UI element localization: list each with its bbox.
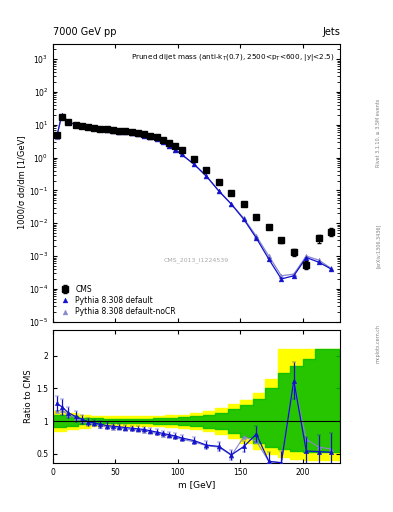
- Pythia 8.308 default-noCR: [229, 201, 234, 207]
- Pythia 8.308 default-noCR: [154, 136, 159, 142]
- Pythia 8.308 default: [266, 256, 271, 262]
- Pythia 8.308 default: [173, 146, 178, 153]
- Pythia 8.308 default: [229, 201, 234, 207]
- Pythia 8.308 default-noCR: [167, 143, 171, 149]
- Text: 7000 GeV pp: 7000 GeV pp: [53, 27, 117, 37]
- Text: [arXiv:1306.3436]: [arXiv:1306.3436]: [376, 224, 380, 268]
- Pythia 8.308 default-noCR: [104, 127, 109, 133]
- Pythia 8.308 default: [292, 273, 296, 279]
- Pythia 8.308 default-noCR: [59, 112, 64, 118]
- Pythia 8.308 default-noCR: [66, 119, 70, 125]
- Pythia 8.308 default: [86, 124, 90, 131]
- Pythia 8.308 default: [98, 126, 103, 133]
- Pythia 8.308 default: [110, 128, 115, 134]
- Pythia 8.308 default: [142, 133, 147, 139]
- Pythia 8.308 default: [136, 131, 140, 137]
- Line: Pythia 8.308 default: Pythia 8.308 default: [54, 113, 334, 282]
- Pythia 8.308 default: [316, 259, 321, 265]
- Legend: CMS, Pythia 8.308 default, Pythia 8.308 default-noCR: CMS, Pythia 8.308 default, Pythia 8.308 …: [57, 283, 177, 318]
- Pythia 8.308 default-noCR: [160, 139, 165, 145]
- X-axis label: m [GeV]: m [GeV]: [178, 480, 215, 489]
- Text: Jets: Jets: [322, 27, 340, 37]
- Pythia 8.308 default: [92, 125, 97, 132]
- Pythia 8.308 default: [217, 188, 221, 194]
- Pythia 8.308 default: [117, 129, 121, 135]
- Pythia 8.308 default: [192, 161, 196, 167]
- Pythia 8.308 default-noCR: [110, 128, 115, 134]
- Pythia 8.308 default-noCR: [136, 131, 140, 137]
- Pythia 8.308 default: [160, 139, 165, 145]
- Pythia 8.308 default: [254, 235, 259, 241]
- Pythia 8.308 default: [304, 254, 309, 261]
- Pythia 8.308 default-noCR: [117, 129, 121, 135]
- Pythia 8.308 default-noCR: [92, 125, 97, 132]
- Pythia 8.308 default: [148, 134, 153, 140]
- Pythia 8.308 default-noCR: [242, 216, 246, 222]
- Pythia 8.308 default-noCR: [173, 146, 178, 153]
- Pythia 8.308 default-noCR: [279, 273, 284, 279]
- Pythia 8.308 default-noCR: [129, 130, 134, 136]
- Y-axis label: 1000/σ dσ/dm [1/GeV]: 1000/σ dσ/dm [1/GeV]: [17, 136, 26, 229]
- Pythia 8.308 default-noCR: [98, 126, 103, 133]
- Pythia 8.308 default-noCR: [204, 173, 209, 179]
- Pythia 8.308 default: [104, 127, 109, 133]
- Line: Pythia 8.308 default-noCR: Pythia 8.308 default-noCR: [54, 113, 334, 278]
- Pythia 8.308 default: [59, 112, 64, 118]
- Pythia 8.308 default: [279, 276, 284, 282]
- Text: mcplots.cern.ch: mcplots.cern.ch: [376, 324, 380, 362]
- Pythia 8.308 default: [204, 173, 209, 179]
- Pythia 8.308 default: [242, 217, 246, 223]
- Pythia 8.308 default-noCR: [179, 152, 184, 158]
- Pythia 8.308 default: [55, 133, 59, 139]
- Pythia 8.308 default-noCR: [217, 188, 221, 194]
- Pythia 8.308 default-noCR: [329, 265, 334, 271]
- Pythia 8.308 default: [66, 119, 70, 125]
- Text: Rivet 3.1.10, ≥ 3.5M events: Rivet 3.1.10, ≥ 3.5M events: [376, 99, 380, 167]
- Pythia 8.308 default: [329, 266, 334, 272]
- Pythia 8.308 default-noCR: [192, 161, 196, 167]
- Pythia 8.308 default: [123, 130, 128, 136]
- Pythia 8.308 default-noCR: [254, 233, 259, 239]
- Pythia 8.308 default: [167, 143, 171, 149]
- Pythia 8.308 default: [79, 123, 84, 130]
- Pythia 8.308 default-noCR: [79, 123, 84, 130]
- Pythia 8.308 default: [73, 122, 78, 128]
- Pythia 8.308 default-noCR: [142, 133, 147, 139]
- Pythia 8.308 default: [179, 152, 184, 158]
- Pythia 8.308 default-noCR: [86, 124, 90, 131]
- Y-axis label: Ratio to CMS: Ratio to CMS: [24, 370, 33, 423]
- Pythia 8.308 default-noCR: [316, 257, 321, 263]
- Pythia 8.308 default: [154, 136, 159, 142]
- Pythia 8.308 default-noCR: [292, 271, 296, 277]
- Pythia 8.308 default-noCR: [266, 253, 271, 259]
- Pythia 8.308 default-noCR: [148, 134, 153, 140]
- Pythia 8.308 default-noCR: [123, 130, 128, 136]
- Pythia 8.308 default-noCR: [55, 134, 59, 140]
- Text: Pruned dijet mass (anti-k$_T$(0.7), 2500<p$_T$<600, |y|<2.5): Pruned dijet mass (anti-k$_T$(0.7), 2500…: [130, 52, 334, 63]
- Pythia 8.308 default: [129, 130, 134, 136]
- Pythia 8.308 default-noCR: [73, 122, 78, 128]
- Pythia 8.308 default-noCR: [304, 253, 309, 259]
- Text: CMS_2013_I1224539: CMS_2013_I1224539: [164, 258, 229, 263]
